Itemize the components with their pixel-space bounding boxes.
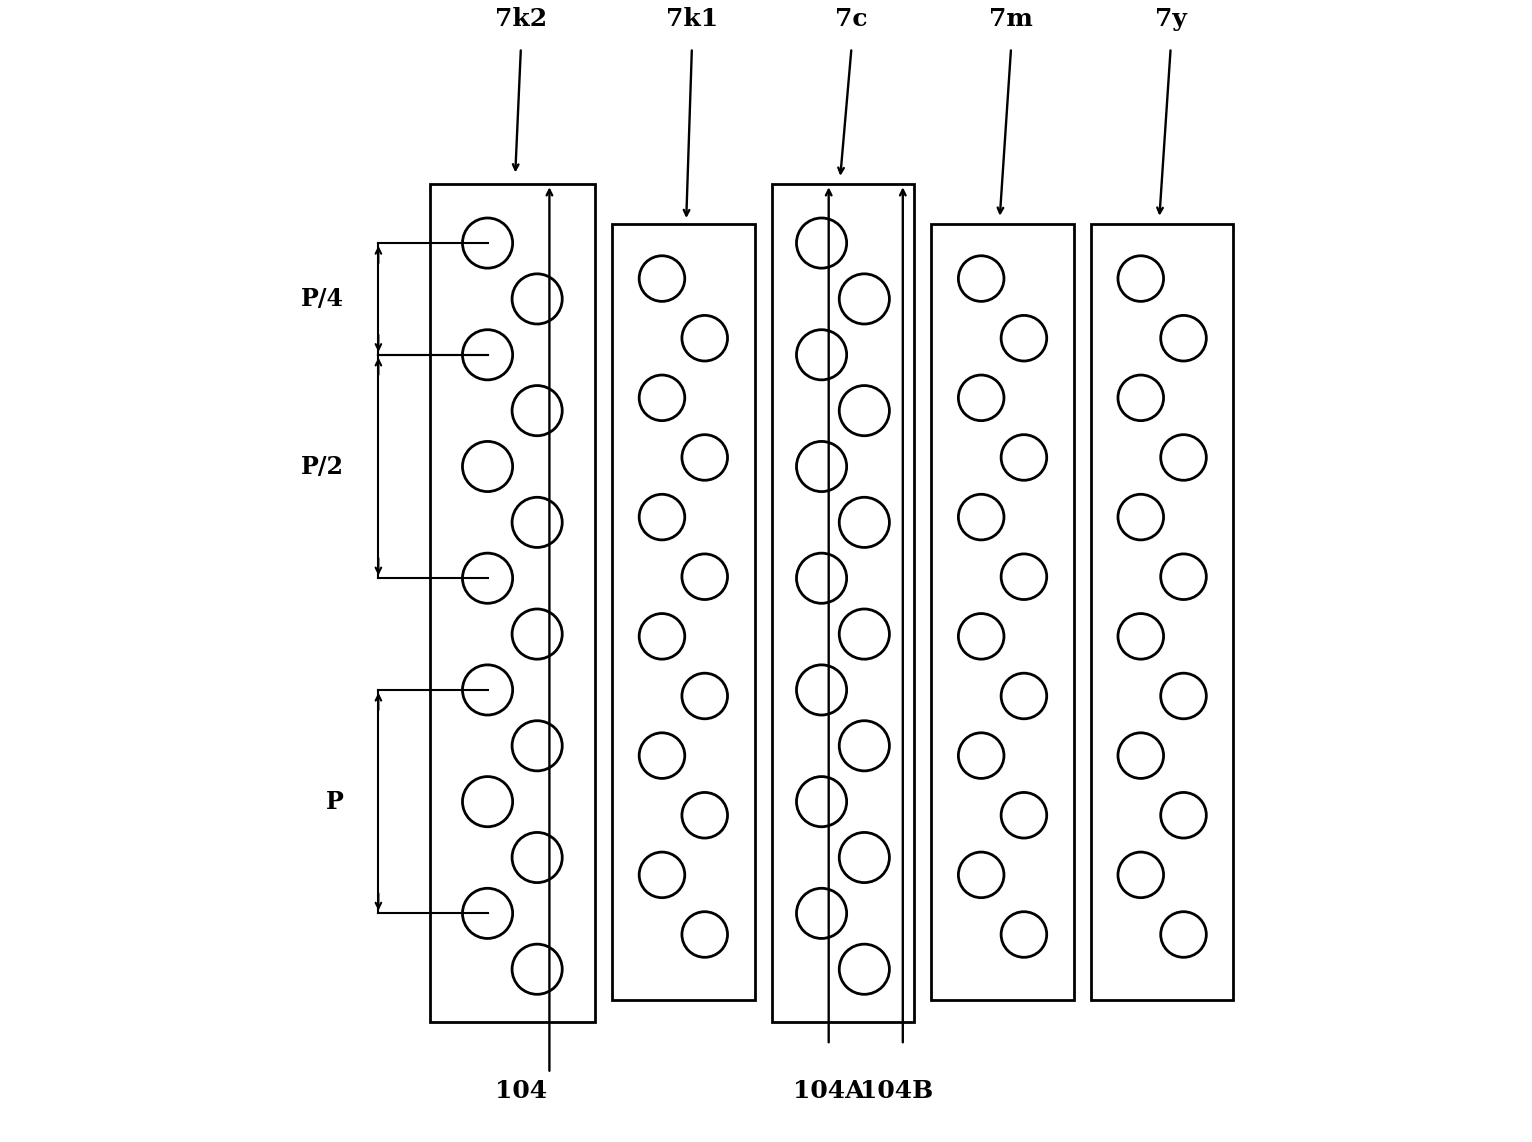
- Circle shape: [1000, 554, 1046, 600]
- Circle shape: [463, 665, 513, 715]
- Text: P/2: P/2: [302, 455, 345, 478]
- Circle shape: [1000, 911, 1046, 957]
- Text: 104A: 104A: [794, 1079, 864, 1103]
- Circle shape: [512, 274, 562, 324]
- Circle shape: [797, 888, 847, 939]
- Circle shape: [1000, 315, 1046, 361]
- Text: 7k2: 7k2: [495, 7, 547, 31]
- Bar: [772, 184, 915, 1022]
- Circle shape: [1118, 375, 1164, 420]
- Circle shape: [797, 330, 847, 380]
- Circle shape: [463, 888, 513, 939]
- Circle shape: [639, 733, 685, 779]
- Circle shape: [959, 613, 1003, 659]
- Text: P: P: [326, 789, 345, 813]
- Circle shape: [639, 852, 685, 898]
- Circle shape: [682, 315, 728, 361]
- Circle shape: [512, 944, 562, 995]
- Circle shape: [1118, 494, 1164, 540]
- Circle shape: [1000, 435, 1046, 481]
- Circle shape: [1000, 793, 1046, 838]
- Circle shape: [512, 721, 562, 771]
- Circle shape: [1118, 613, 1164, 659]
- Circle shape: [1161, 793, 1206, 838]
- Bar: [613, 224, 755, 999]
- Circle shape: [959, 494, 1003, 540]
- Circle shape: [1161, 911, 1206, 957]
- Circle shape: [1161, 673, 1206, 718]
- Circle shape: [840, 497, 890, 547]
- Circle shape: [959, 375, 1003, 420]
- Circle shape: [840, 609, 890, 659]
- Bar: [429, 184, 594, 1022]
- Circle shape: [959, 256, 1003, 301]
- Circle shape: [1000, 673, 1046, 718]
- Circle shape: [682, 911, 728, 957]
- Circle shape: [463, 442, 513, 491]
- Circle shape: [639, 613, 685, 659]
- Circle shape: [1161, 315, 1206, 361]
- Circle shape: [639, 494, 685, 540]
- Text: P/4: P/4: [302, 287, 345, 311]
- Circle shape: [840, 721, 890, 771]
- Circle shape: [1118, 256, 1164, 301]
- Circle shape: [512, 609, 562, 659]
- Text: 104: 104: [495, 1079, 547, 1103]
- Circle shape: [639, 375, 685, 420]
- Circle shape: [463, 218, 513, 268]
- Circle shape: [682, 554, 728, 600]
- Text: 7k1: 7k1: [666, 7, 719, 31]
- Text: 104B: 104B: [861, 1079, 933, 1103]
- Circle shape: [1118, 852, 1164, 898]
- Circle shape: [463, 553, 513, 603]
- Circle shape: [1161, 435, 1206, 481]
- Circle shape: [463, 777, 513, 827]
- Circle shape: [797, 553, 847, 603]
- Circle shape: [463, 330, 513, 380]
- Circle shape: [682, 435, 728, 481]
- Circle shape: [959, 852, 1003, 898]
- Circle shape: [959, 733, 1003, 779]
- Circle shape: [840, 833, 890, 883]
- Bar: [1091, 224, 1233, 999]
- Circle shape: [797, 442, 847, 491]
- Circle shape: [682, 673, 728, 718]
- Circle shape: [840, 944, 890, 995]
- Circle shape: [797, 777, 847, 827]
- Text: 7y: 7y: [1155, 7, 1187, 31]
- Bar: [931, 224, 1074, 999]
- Circle shape: [512, 497, 562, 547]
- Text: 7c: 7c: [835, 7, 867, 31]
- Circle shape: [797, 665, 847, 715]
- Text: 7m: 7m: [990, 7, 1033, 31]
- Circle shape: [512, 833, 562, 883]
- Circle shape: [682, 793, 728, 838]
- Circle shape: [840, 274, 890, 324]
- Circle shape: [512, 386, 562, 436]
- Circle shape: [639, 256, 685, 301]
- Circle shape: [797, 218, 847, 268]
- Circle shape: [1161, 554, 1206, 600]
- Circle shape: [840, 386, 890, 436]
- Circle shape: [1118, 733, 1164, 779]
